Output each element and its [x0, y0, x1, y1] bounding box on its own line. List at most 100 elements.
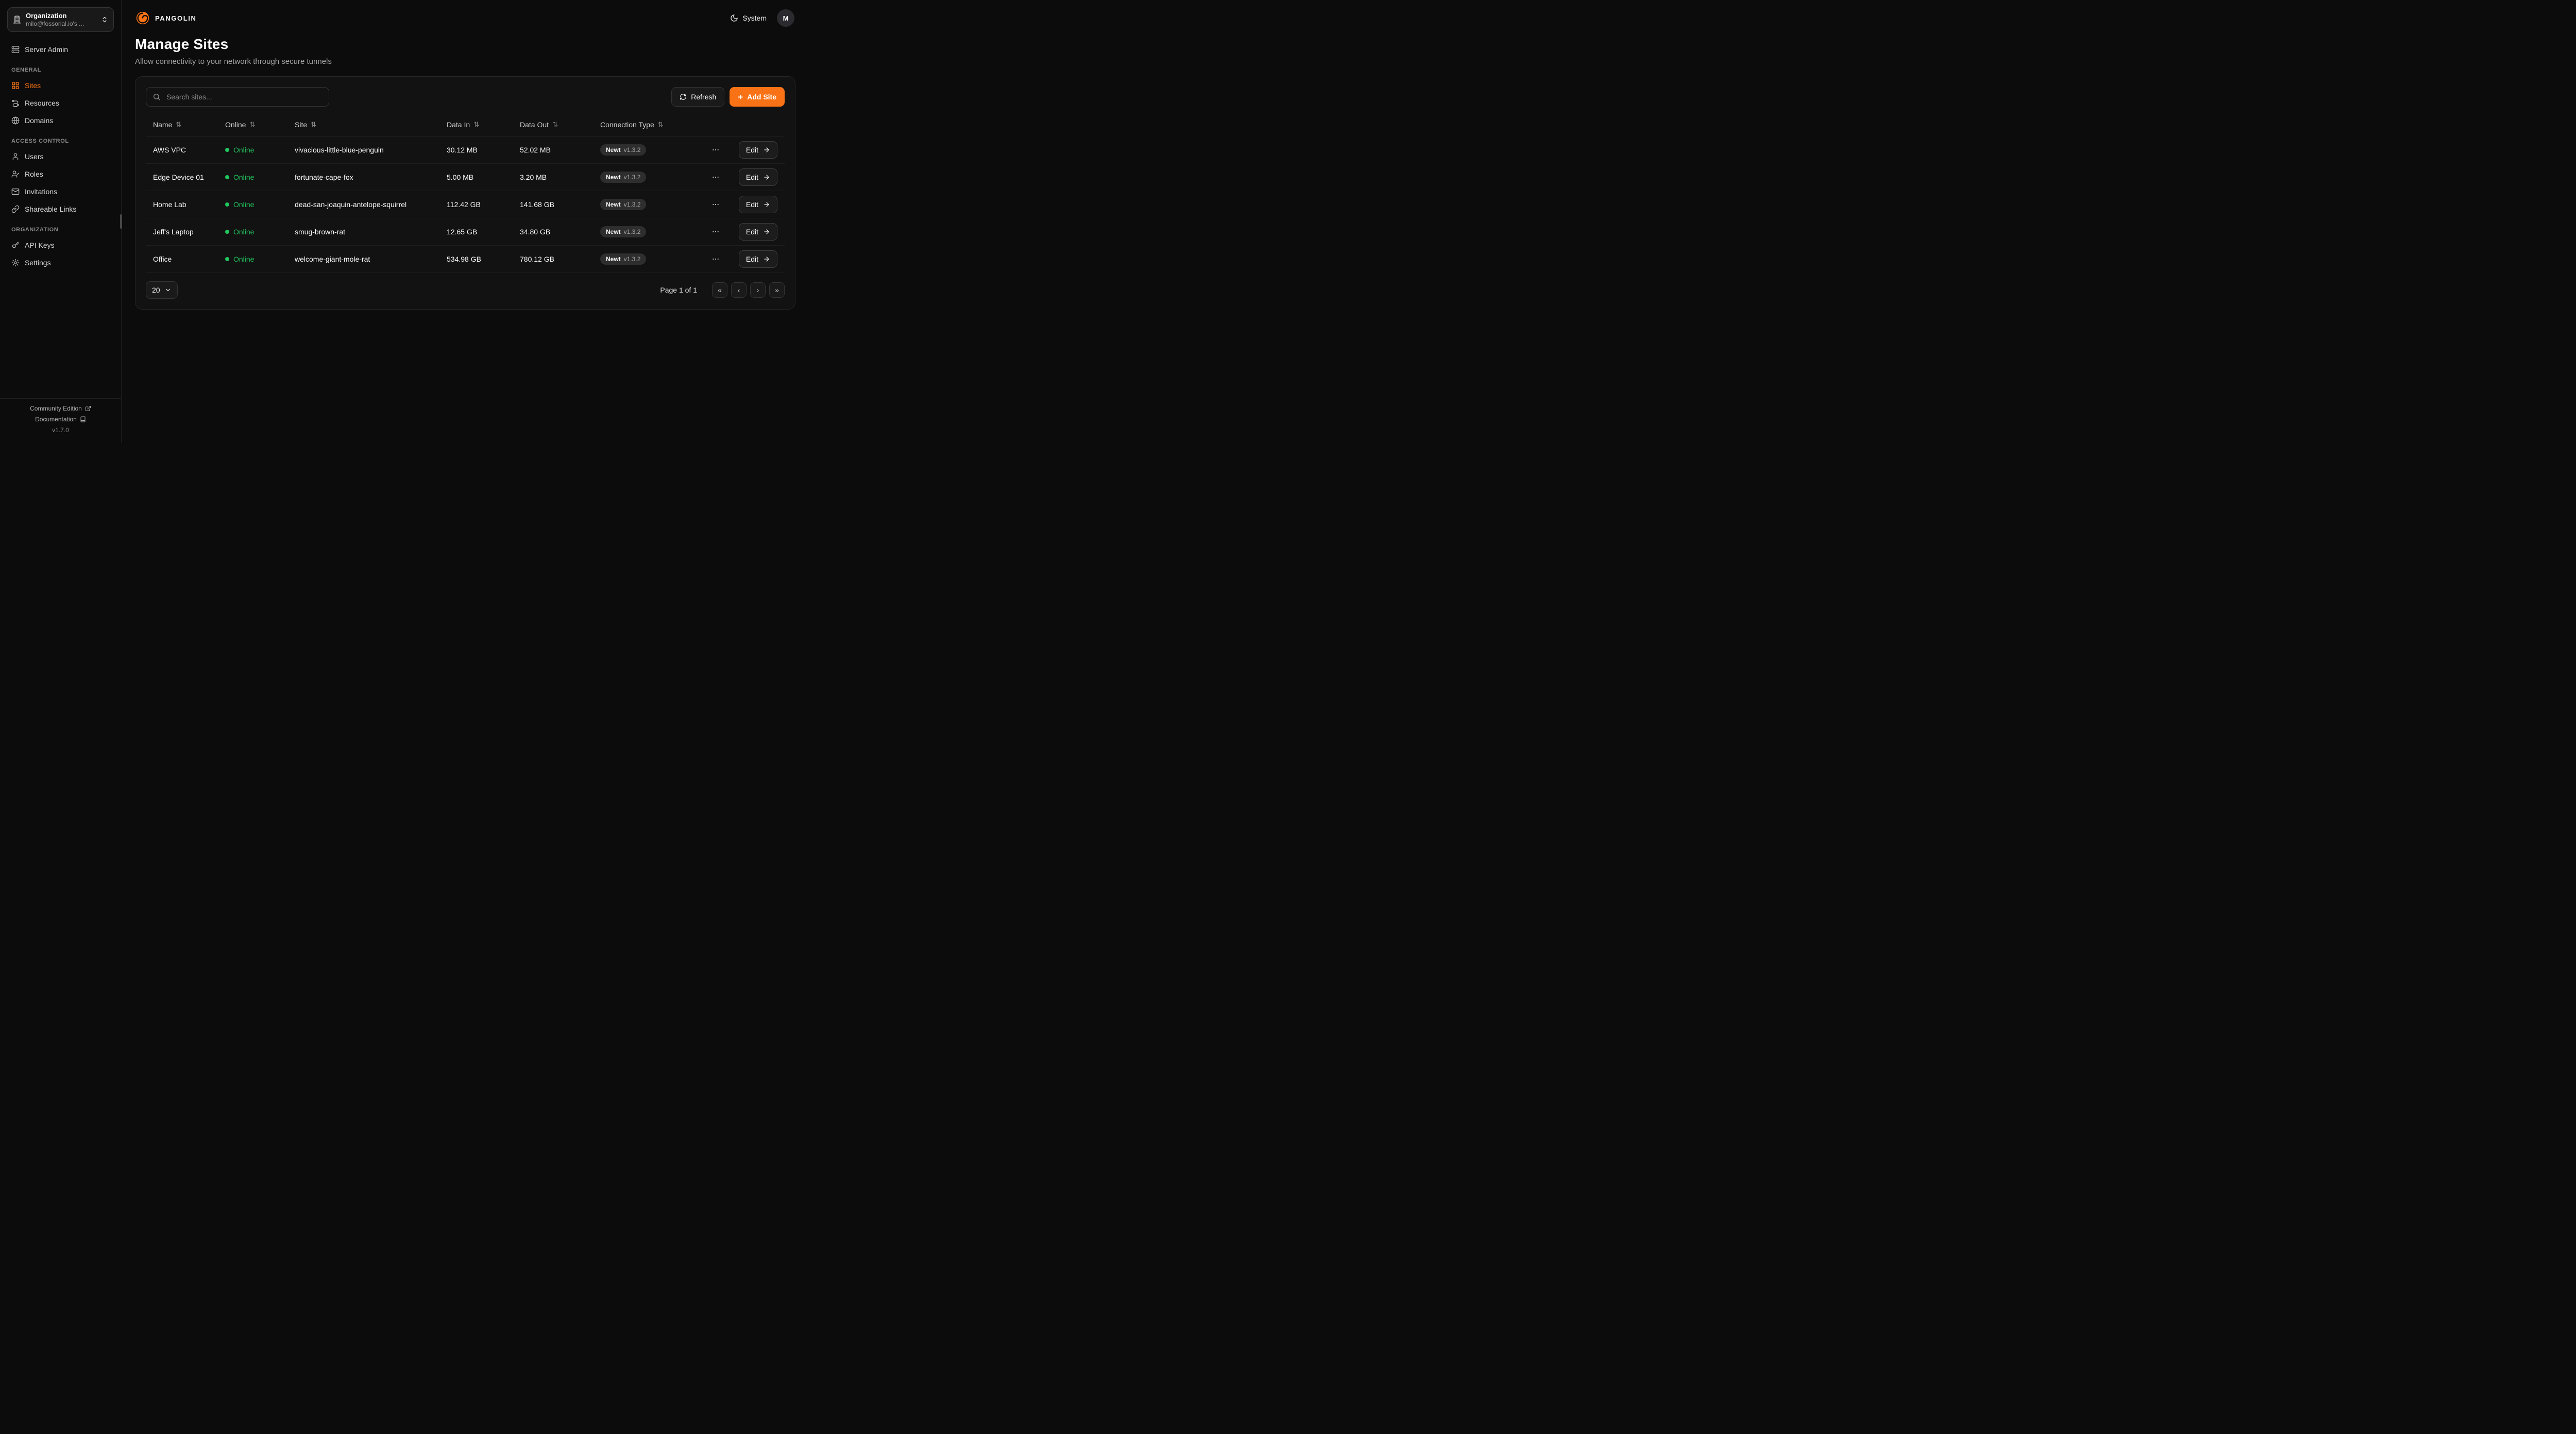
connection-name: Newt: [606, 255, 621, 263]
external-link-icon: [85, 406, 91, 411]
online-dot-icon: [225, 230, 229, 234]
sidebar-item-label: Domains: [25, 116, 54, 125]
column-header-connection-type[interactable]: Connection Type ⇅: [600, 121, 709, 129]
connection-type-cell: Newt v1.3.2: [600, 199, 709, 210]
connection-version: v1.3.2: [623, 255, 641, 263]
globe-icon: [11, 116, 20, 125]
sidebar-item-invitations[interactable]: Invitations: [7, 183, 114, 200]
arrow-right-icon: [764, 175, 769, 180]
sidebar-footer: Community Edition Documentation v1.7.0: [0, 398, 121, 436]
last-page-button[interactable]: »: [769, 282, 785, 298]
org-selector[interactable]: Organization milo@fossorial.io's ...: [7, 7, 114, 32]
sidebar-item-label: Users: [25, 152, 44, 161]
data-in-value: 12.65 GB: [447, 228, 478, 236]
data-out-value: 780.12 GB: [520, 255, 554, 263]
connection-version: v1.3.2: [623, 174, 641, 181]
edit-button[interactable]: Edit: [738, 223, 777, 241]
connection-type-cell: Newt v1.3.2: [600, 172, 709, 183]
sidebar-item-label: Invitations: [25, 187, 58, 196]
grid-icon: [12, 82, 19, 89]
sidebar-item-users[interactable]: Users: [7, 148, 114, 165]
connection-version: v1.3.2: [623, 228, 641, 235]
chevron-down-icon: [165, 288, 170, 292]
org-selector-text: Organization milo@fossorial.io's ...: [26, 12, 96, 27]
org-selector-account: milo@fossorial.io's ...: [26, 20, 84, 28]
page-size-select[interactable]: 20: [146, 281, 178, 299]
search-input[interactable]: [165, 92, 323, 101]
edit-button[interactable]: Edit: [738, 250, 777, 268]
search-box[interactable]: [146, 87, 329, 107]
column-header-data-in[interactable]: Data In ⇅: [447, 121, 520, 129]
page-size-value: 20: [152, 286, 160, 294]
theme-selector[interactable]: System: [730, 14, 767, 22]
column-header-online[interactable]: Online ⇅: [225, 121, 295, 129]
row-actions-button[interactable]: [709, 144, 722, 156]
community-edition-link[interactable]: Community Edition: [30, 405, 91, 412]
arrow-right-icon: [764, 202, 769, 207]
edit-button[interactable]: Edit: [738, 168, 777, 186]
sort-icon: ⇅: [176, 120, 182, 128]
user-check-icon: [11, 170, 20, 178]
add-site-label: Add Site: [747, 93, 776, 101]
sidebar-item-domains[interactable]: Domains: [7, 112, 114, 129]
edit-label: Edit: [745, 200, 758, 209]
prev-page-button[interactable]: ‹: [731, 282, 747, 298]
ellipsis-icon: [713, 149, 719, 151]
sidebar-item-sites[interactable]: Sites: [7, 77, 114, 94]
row-actions-button[interactable]: [709, 198, 722, 211]
online-dot-icon: [225, 202, 229, 207]
sidebar-item-shareable-links[interactable]: Shareable Links: [7, 201, 114, 217]
edit-button[interactable]: Edit: [738, 141, 777, 159]
connection-name: Newt: [606, 201, 621, 208]
column-label: Data In: [447, 120, 470, 129]
sidebar-item-api-keys[interactable]: API Keys: [7, 237, 114, 253]
data-in-value: 534.98 GB: [447, 255, 481, 263]
online-dot-icon: [225, 148, 229, 152]
sidebar-item-roles[interactable]: Roles: [7, 166, 114, 182]
sidebar-item-label: Resources: [25, 99, 59, 108]
site-slug: dead-san-joaquin-antelope-squirrel: [295, 200, 407, 209]
sidebar-item-server-admin[interactable]: Server Admin: [7, 41, 114, 58]
row-actions-button[interactable]: [709, 226, 722, 238]
first-page-button[interactable]: «: [712, 282, 727, 298]
data-in-value: 5.00 MB: [447, 173, 474, 181]
sort-icon: ⇅: [552, 120, 558, 128]
column-label: Data Out: [520, 120, 549, 129]
column-label: Site: [295, 120, 308, 129]
pagination: Page 1 of 1 « ‹ › »: [660, 282, 785, 298]
theme-label: System: [742, 14, 767, 22]
row-actions-button[interactable]: [709, 253, 722, 265]
site-name: Office: [153, 255, 172, 263]
edit-button[interactable]: Edit: [738, 196, 777, 213]
ellipsis-icon: [713, 176, 719, 178]
column-header-data-out[interactable]: Data Out ⇅: [520, 121, 600, 129]
sidebar-resize-handle[interactable]: [120, 214, 122, 229]
column-header-site[interactable]: Site ⇅: [295, 121, 447, 129]
refresh-button[interactable]: Refresh: [671, 87, 725, 107]
refresh-icon: [680, 94, 687, 100]
table-footer: 20 Page 1 of 1 « ‹ › »: [146, 281, 785, 299]
sidebar-item-settings[interactable]: Settings: [7, 254, 114, 271]
table-row: Jeff's Laptop Online smug-brown-rat 12.6…: [146, 218, 785, 246]
site-slug: fortunate-cape-fox: [295, 173, 353, 181]
ellipsis-icon: [713, 231, 719, 233]
site-slug: vivacious-little-blue-penguin: [295, 146, 384, 154]
edit-label: Edit: [745, 255, 758, 263]
column-header-name[interactable]: Name ⇅: [153, 121, 225, 129]
sort-icon: ⇅: [311, 120, 317, 128]
connection-type-cell: Newt v1.3.2: [600, 253, 709, 265]
table-row: Home Lab Online dead-san-joaquin-antelop…: [146, 191, 785, 218]
next-page-button[interactable]: ›: [750, 282, 766, 298]
column-label: Name: [153, 120, 173, 129]
gear-icon: [11, 259, 20, 267]
sidebar: Organization milo@fossorial.io's ... Ser…: [0, 0, 122, 443]
row-actions-button[interactable]: [709, 171, 722, 183]
online-label: Online: [233, 173, 255, 181]
documentation-link[interactable]: Documentation: [35, 416, 86, 423]
sidebar-item-resources[interactable]: Resources: [7, 95, 114, 111]
add-site-button[interactable]: + Add Site: [730, 87, 785, 107]
table-header-row: Name ⇅ Online ⇅ Site ⇅ Data In ⇅: [146, 113, 785, 136]
server-icon: [11, 46, 20, 53]
avatar[interactable]: M: [777, 9, 794, 27]
ellipsis-icon: [713, 203, 719, 206]
